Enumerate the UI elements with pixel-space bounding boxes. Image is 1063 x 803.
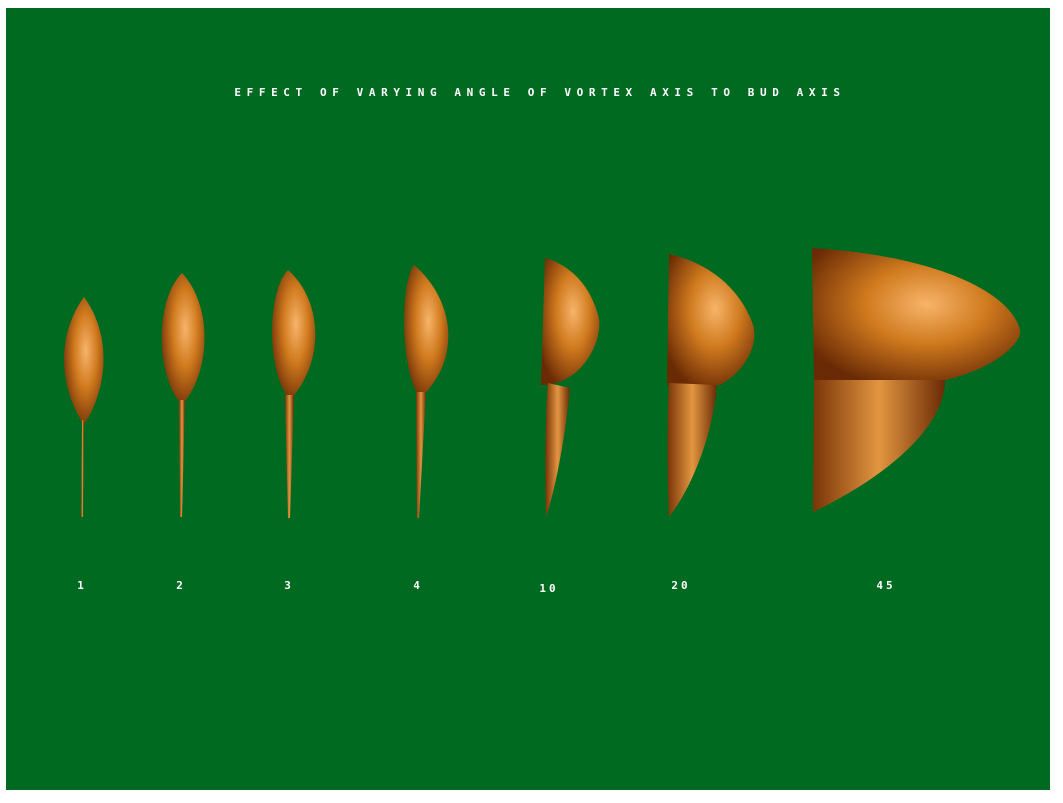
stem — [81, 420, 84, 517]
angle-label: 4 — [413, 579, 423, 592]
angle-label: 20 — [671, 579, 690, 592]
buds — [64, 248, 1021, 518]
angle-label: 45 — [876, 579, 895, 592]
lower — [545, 383, 570, 517]
bud — [64, 297, 104, 425]
bud — [272, 270, 316, 400]
angle-labels: 1 2 3 4 10 20 45 — [77, 579, 895, 595]
bud — [541, 258, 600, 385]
angle-label: 10 — [539, 582, 558, 595]
stem — [179, 400, 185, 517]
bud — [161, 273, 205, 405]
lower — [667, 383, 717, 517]
angle-label: 2 — [176, 579, 186, 592]
lower — [813, 380, 945, 512]
angle-label: 3 — [284, 579, 294, 592]
bud — [667, 254, 755, 385]
angle-label: 1 — [77, 579, 87, 592]
stem — [416, 392, 426, 518]
bud — [404, 265, 449, 398]
stem — [285, 395, 294, 518]
title: EFFECT OF VARYING ANGLE OF VORTEX AXIS T… — [234, 86, 845, 99]
bud — [812, 248, 1021, 382]
